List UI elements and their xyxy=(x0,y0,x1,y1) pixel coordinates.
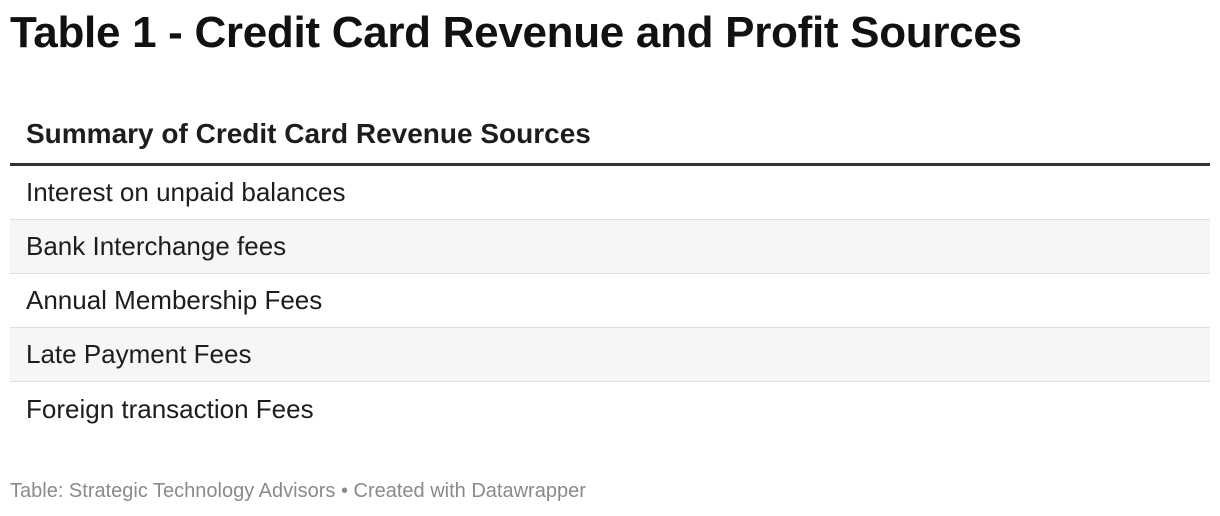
table-header: Summary of Credit Card Revenue Sources xyxy=(10,104,1210,166)
table-row: Interest on unpaid balances xyxy=(10,166,1210,220)
table-cell: Foreign transaction Fees xyxy=(26,393,314,424)
page-title: Table 1 - Credit Card Revenue and Profit… xyxy=(10,8,1022,57)
table-cell: Bank Interchange fees xyxy=(26,231,287,261)
revenue-sources-table: Summary of Credit Card Revenue Sources I… xyxy=(10,104,1210,436)
table-row: Foreign transaction Fees xyxy=(10,382,1210,436)
table-row: Annual Membership Fees xyxy=(10,274,1210,328)
footer-credit-text: Created with Datawrapper xyxy=(353,480,586,502)
table-row: Late Payment Fees xyxy=(10,328,1210,382)
table-body: Interest on unpaid balances Bank Intercha… xyxy=(10,166,1210,436)
table-cell: Interest on unpaid balances xyxy=(26,177,346,207)
table-cell: Late Payment Fees xyxy=(26,339,252,369)
footer-source: Table: Strategic Technology Advisors xyxy=(10,480,336,502)
footer-credit: Table: Strategic Technology Advisors • C… xyxy=(10,480,586,503)
table-cell: Annual Membership Fees xyxy=(26,285,323,315)
table-row: Bank Interchange fees xyxy=(10,220,1210,274)
footer-separator: • xyxy=(340,480,348,502)
column-header: Summary of Credit Card Revenue Sources xyxy=(26,117,591,149)
